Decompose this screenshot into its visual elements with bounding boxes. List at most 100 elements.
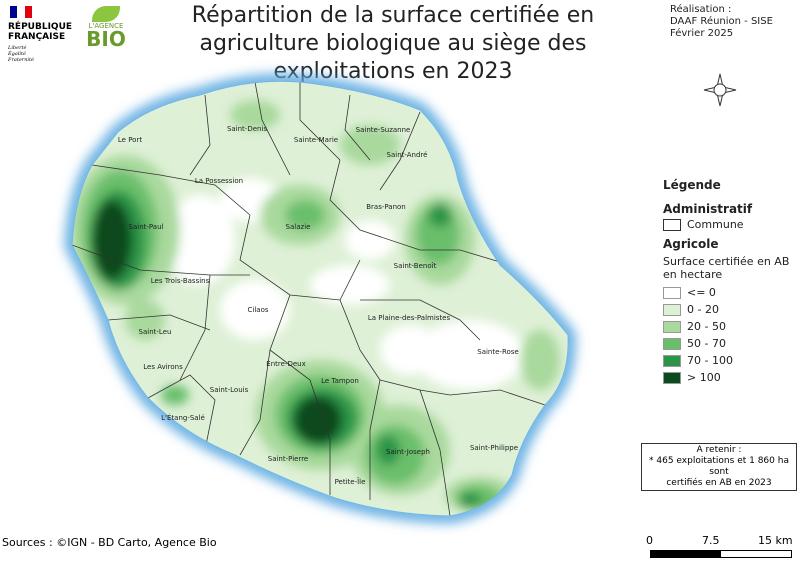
note-line: A retenir : xyxy=(696,445,742,455)
note-line: * 465 exploitations et 1 860 ha sont xyxy=(649,456,789,477)
commune-border xyxy=(72,244,250,276)
sources: Sources : ©IGN - BD Carto, Agence Bio xyxy=(2,536,217,549)
logo-line: L'AGENCE xyxy=(88,22,124,30)
commune-label: Saint-Joseph xyxy=(386,448,430,456)
zone-density xyxy=(340,125,400,165)
density-layer xyxy=(72,100,560,513)
legend-label: Commune xyxy=(687,218,744,231)
legend-swatch xyxy=(663,354,681,367)
scale-label: 7.5 xyxy=(702,534,720,547)
legend-subtitle-line: en hectare xyxy=(663,268,723,281)
commune-label: Bras-Panon xyxy=(366,203,406,211)
legend-swatch xyxy=(663,371,681,384)
commune-border xyxy=(91,164,251,216)
commune-label: Saint-Pierre xyxy=(268,455,309,463)
commune-border xyxy=(147,374,216,451)
legend-label: 70 - 100 xyxy=(687,354,733,367)
credit-line: Février 2025 xyxy=(670,28,734,39)
commune-label: Saint-Benoît xyxy=(394,262,437,270)
legend-subtitle: Surface certifiée en AB en hectare xyxy=(663,255,798,281)
logo-line: BIO xyxy=(86,27,126,51)
commune-label: Sainte-Rose xyxy=(477,348,518,356)
scale-rule xyxy=(650,550,792,558)
zone-density xyxy=(285,200,325,230)
scale-bar: 0 7.5 15 km xyxy=(646,534,794,562)
legend-item: 70 - 100 xyxy=(663,352,798,369)
scale-label: 0 xyxy=(646,534,653,547)
commune-border xyxy=(254,81,291,176)
scale-label: 15 km xyxy=(758,534,793,547)
commune-label: Sainte-Marie xyxy=(294,136,338,144)
commune-label: Saint-Louis xyxy=(210,386,249,394)
legend-swatch xyxy=(663,320,681,333)
legend-item: 20 - 50 xyxy=(663,318,798,335)
motto-line: Égalité xyxy=(8,51,26,57)
legend-label: 50 - 70 xyxy=(687,337,726,350)
motto-line: Liberté xyxy=(8,45,27,51)
zone-empty xyxy=(220,280,290,340)
legend-classes: <= 0 0 - 20 20 - 50 50 - 70 70 - 100 > 100 xyxy=(663,284,798,386)
legend-swatch xyxy=(663,303,681,316)
commune-border xyxy=(299,82,341,161)
commune-border xyxy=(420,249,501,263)
commune-label: Saint-Paul xyxy=(129,223,164,231)
commune-label: La Plaine-des-Palmistes xyxy=(368,314,451,322)
credit-line: Réalisation : xyxy=(670,4,732,15)
zone-empty xyxy=(310,265,390,305)
commune-border xyxy=(269,349,331,495)
legend-heading: Agricole xyxy=(663,237,719,251)
credits: Réalisation : DAAF Réunion - SISE Févrie… xyxy=(670,4,773,40)
leaf xyxy=(92,6,120,22)
commune-border xyxy=(239,294,291,456)
commune-border xyxy=(189,94,211,176)
commune-label: L'Étang-Salé xyxy=(161,413,205,422)
zone-empty xyxy=(415,320,525,390)
zone-density xyxy=(125,300,165,340)
zone-density xyxy=(294,396,342,444)
coastline xyxy=(71,80,569,517)
note-line: certifiés en AB en 2023 xyxy=(666,478,772,488)
commune-label: Saint-Leu xyxy=(139,328,172,336)
zone-density xyxy=(428,203,452,227)
legend-title: Légende xyxy=(663,178,721,192)
legend-item: <= 0 xyxy=(663,284,798,301)
zone-density xyxy=(92,200,132,280)
zone-empty xyxy=(165,195,235,285)
zone-density xyxy=(520,330,560,390)
commune-label: Saint-Philippe xyxy=(470,444,518,452)
commune-border xyxy=(360,299,481,341)
title: Répartition de la surface certifiée en a… xyxy=(191,3,595,84)
legend: Légende Administratif Commune Agricole S… xyxy=(663,178,798,386)
commune-label: Les Trois-Bassins xyxy=(151,277,210,285)
north-arrow xyxy=(703,73,737,107)
logo-line: RÉPUBLIQUE xyxy=(8,22,73,32)
commune-border xyxy=(419,389,451,516)
legend-swatch xyxy=(663,286,681,299)
logo-text: RÉPUBLIQUE FRANÇAISE xyxy=(8,22,78,42)
motto: Liberté Égalité Fraternité xyxy=(8,45,78,63)
commune-label: Les Avirons xyxy=(143,363,183,371)
legend-label: > 100 xyxy=(687,371,721,384)
commune-label: Saint-André xyxy=(387,151,428,159)
legend-item: 50 - 70 xyxy=(663,335,798,352)
commune-border xyxy=(179,274,211,381)
commune-border xyxy=(107,314,211,331)
note-box: A retenir : * 465 exploitations et 1 860… xyxy=(641,443,797,491)
commune-border xyxy=(379,111,421,191)
legend-swatch xyxy=(663,337,681,350)
commune-label: Salazie xyxy=(286,223,311,231)
commune-label: Le Tampon xyxy=(321,377,359,385)
legend-item: Commune xyxy=(663,218,798,231)
logo-agence-bio: L'AGENCE BIO xyxy=(86,6,126,51)
commune-label: Saint-Denis xyxy=(227,125,267,133)
zone-density xyxy=(458,492,482,508)
zone-density xyxy=(376,435,400,465)
legend-item: > 100 xyxy=(663,369,798,386)
commune-label: Entre-Deux xyxy=(266,360,305,368)
credit-line: DAAF Réunion - SISE xyxy=(670,16,773,27)
commune-border xyxy=(339,299,421,391)
legend-subtitle-line: Surface certifiée en AB xyxy=(663,255,790,268)
commune-border xyxy=(369,379,381,500)
